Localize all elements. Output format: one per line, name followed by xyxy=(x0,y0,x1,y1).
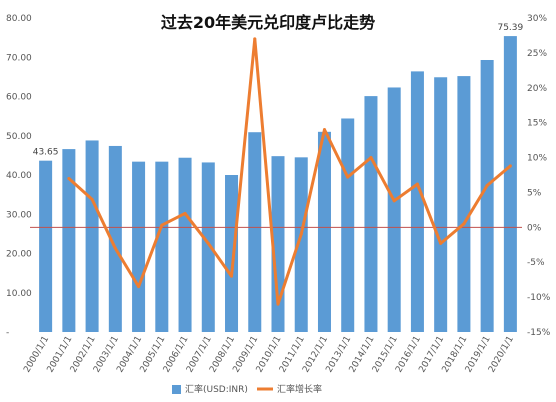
left-tick-label: 40.00 xyxy=(6,171,32,181)
growth-point-2017/1/1 xyxy=(439,241,443,245)
left-tick-label: 10.00 xyxy=(6,289,32,299)
bar-2018/1/1 xyxy=(457,76,471,332)
right-tick-label: 25% xyxy=(527,49,547,59)
right-tick-label: -10% xyxy=(527,293,551,303)
growth-point-2001/1/1 xyxy=(67,176,71,180)
right-axis: -15% -10% -5% 0% 5% 10% 15% 20% 25% 30% xyxy=(527,14,551,338)
growth-point-2013/1/1 xyxy=(346,175,350,179)
bar-2005/1/1 xyxy=(155,161,169,332)
growth-rate-line xyxy=(67,37,512,306)
data-label: 75.39 xyxy=(497,23,523,33)
growth-point-2012/1/1 xyxy=(322,128,326,132)
chart-title: 过去20年美元兑印度卢比走势 xyxy=(161,13,375,32)
left-tick-label: 80.00 xyxy=(6,14,32,24)
growth-point-2018/1/1 xyxy=(462,222,466,226)
growth-point-2002/1/1 xyxy=(90,197,94,201)
growth-point-2003/1/1 xyxy=(113,246,117,250)
growth-point-2015/1/1 xyxy=(392,199,396,203)
left-tick-label: 30.00 xyxy=(6,210,32,220)
growth-point-2019/1/1 xyxy=(485,183,489,187)
growth-point-2006/1/1 xyxy=(183,211,187,215)
left-tick-label: - xyxy=(6,328,9,338)
bar-2000/1/1 xyxy=(39,160,53,332)
growth-point-2020/1/1 xyxy=(508,164,512,168)
data-label: 43.65 xyxy=(33,148,59,158)
growth-point-2010/1/1 xyxy=(276,302,280,306)
bar-2016/1/1 xyxy=(410,71,424,332)
left-axis: - 10.00 20.00 30.00 40.00 50.00 60.00 70.00 80.0… xyxy=(6,14,32,338)
bar-2009/1/1 xyxy=(248,132,262,332)
left-tick-label: 20.00 xyxy=(6,250,32,260)
growth-point-2011/1/1 xyxy=(299,232,303,236)
bar-2019/1/1 xyxy=(480,59,494,333)
bar-2013/1/1 xyxy=(341,118,355,332)
growth-point-2008/1/1 xyxy=(230,274,234,278)
bar-2008/1/1 xyxy=(225,175,239,332)
right-tick-label: 10% xyxy=(527,154,547,164)
growth-point-2004/1/1 xyxy=(137,285,141,289)
bar-2002/1/1 xyxy=(85,140,99,332)
bar-2020/1/1 xyxy=(503,36,517,333)
right-tick-label: 20% xyxy=(527,84,547,94)
right-tick-label: 15% xyxy=(527,119,547,129)
right-tick-label: 5% xyxy=(527,188,542,198)
bar-2001/1/1 xyxy=(62,149,76,332)
growth-point-2005/1/1 xyxy=(160,223,164,227)
left-tick-label: 50.00 xyxy=(6,132,32,142)
growth-point-2009/1/1 xyxy=(253,37,257,41)
bar-2017/1/1 xyxy=(434,77,448,332)
bar-2012/1/1 xyxy=(317,131,331,332)
right-tick-label: 30% xyxy=(527,14,547,24)
legend-swatch-bar xyxy=(172,385,181,394)
bar-2014/1/1 xyxy=(364,96,378,332)
growth-line-series xyxy=(67,37,512,306)
right-tick-label: -5% xyxy=(527,258,545,268)
right-tick-label: -15% xyxy=(527,328,551,338)
bar-2015/1/1 xyxy=(387,87,401,332)
growth-point-2014/1/1 xyxy=(369,156,373,160)
left-tick-label: 70.00 xyxy=(6,53,32,63)
bar-series xyxy=(39,36,517,333)
legend-label: 汇率增长率 xyxy=(277,383,322,395)
bar-2007/1/1 xyxy=(201,162,215,332)
bar-2011/1/1 xyxy=(294,157,308,332)
growth-point-2007/1/1 xyxy=(206,241,210,245)
right-tick-label: 0% xyxy=(527,223,542,233)
growth-point-2016/1/1 xyxy=(415,182,419,186)
legend-label: 汇率(USD:INR) xyxy=(185,383,248,395)
left-tick-label: 60.00 xyxy=(6,93,32,103)
bar-2006/1/1 xyxy=(178,157,192,332)
bar-2003/1/1 xyxy=(108,145,122,332)
bar-2004/1/1 xyxy=(132,161,146,332)
bar-2010/1/1 xyxy=(271,156,285,332)
data-labels: 43.65 75.39 xyxy=(33,23,524,158)
legend: 汇率(USD:INR) 汇率增长率 xyxy=(172,383,322,395)
